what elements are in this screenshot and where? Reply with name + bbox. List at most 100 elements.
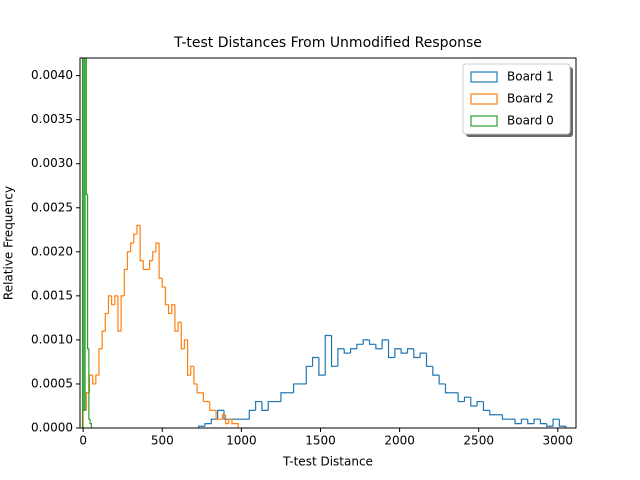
x-tick-label: 500 xyxy=(151,434,174,448)
histogram-step xyxy=(123,268,128,296)
x-axis-label: T-test Distance xyxy=(282,455,373,469)
histogram-step xyxy=(149,260,153,270)
histogram-step xyxy=(406,348,414,354)
histogram-step xyxy=(202,392,207,403)
histogram-step xyxy=(228,418,232,424)
histogram-step xyxy=(470,397,478,407)
histogram-step xyxy=(198,425,205,428)
y-tick-label: 0.0000 xyxy=(31,421,73,435)
histogram-step xyxy=(130,242,134,252)
axes-frame xyxy=(79,57,577,429)
histogram-step xyxy=(174,304,179,332)
histogram-step xyxy=(139,225,144,262)
histogram-step xyxy=(267,400,275,411)
legend-swatch xyxy=(470,93,498,105)
y-axis-label: Relative Frequency xyxy=(2,186,16,300)
histogram-step xyxy=(221,414,226,420)
histogram-step xyxy=(514,419,522,425)
histogram-step xyxy=(82,409,87,428)
histogram-step xyxy=(539,419,547,425)
histogram-step xyxy=(362,339,370,345)
histogram-step xyxy=(120,295,125,332)
x-tick-label: 1500 xyxy=(305,434,336,448)
histogram-step xyxy=(292,383,300,393)
histogram-step xyxy=(501,414,509,420)
y-tick-label: 0.0020 xyxy=(31,244,73,258)
x-tick-label: 3000 xyxy=(543,434,574,448)
x-tick-label: 0 xyxy=(79,434,87,448)
histogram-step xyxy=(111,295,115,306)
histogram-step xyxy=(95,374,99,384)
histogram-step xyxy=(177,321,182,332)
histogram-step xyxy=(546,423,554,427)
histogram-step xyxy=(83,58,86,411)
histogram-step xyxy=(476,400,484,406)
histogram-step xyxy=(171,304,175,314)
histogram-step xyxy=(324,334,332,376)
histogram-step xyxy=(217,409,224,420)
histogram-step xyxy=(318,357,326,376)
legend-label: Board 2 xyxy=(507,92,554,106)
histogram-step xyxy=(215,410,220,420)
histogram-step xyxy=(527,419,535,425)
histogram-step xyxy=(394,348,402,358)
histogram-step xyxy=(425,353,433,367)
legend-label: Board 1 xyxy=(507,70,554,84)
histogram-step xyxy=(92,375,96,385)
histogram-step xyxy=(463,396,471,402)
histogram-step xyxy=(204,422,212,427)
x-tick-label: 1000 xyxy=(226,434,257,448)
histogram-step xyxy=(400,348,408,354)
histogram-step xyxy=(311,356,319,367)
y-tick-label: 0.0010 xyxy=(31,332,73,346)
y-tick-label: 0.0025 xyxy=(31,200,73,214)
histogram-step xyxy=(381,339,389,349)
histogram-step xyxy=(196,383,201,394)
histogram-step xyxy=(438,375,446,385)
histogram-step xyxy=(84,58,86,411)
histogram-step xyxy=(280,392,288,402)
histogram-step xyxy=(387,339,395,359)
legend-swatch xyxy=(470,71,498,83)
histogram-step xyxy=(152,251,156,261)
histogram-step xyxy=(88,348,91,420)
histogram-step xyxy=(107,295,112,314)
y-tick-label: 0.0040 xyxy=(31,68,73,82)
histogram-step xyxy=(101,330,106,349)
histogram-step xyxy=(558,419,567,428)
histogram-step xyxy=(432,366,440,376)
histogram-step xyxy=(136,224,141,235)
y-tick-label: 0.0015 xyxy=(31,288,73,302)
legend-label: Board 0 xyxy=(507,114,554,128)
histogram-step xyxy=(235,422,239,428)
histogram-step xyxy=(142,260,147,271)
histogram-step xyxy=(356,343,364,349)
histogram-step xyxy=(368,339,376,345)
histogram-step xyxy=(117,295,122,332)
histogram-step xyxy=(489,410,497,416)
histogram-step xyxy=(482,401,490,411)
histogram-step xyxy=(89,419,92,428)
histogram-step xyxy=(126,251,131,270)
histogram-step xyxy=(193,366,198,385)
y-tick-label: 0.0035 xyxy=(31,112,73,126)
y-tick-label: 0.0005 xyxy=(31,376,73,390)
plot-area xyxy=(81,58,567,428)
histogram-step xyxy=(305,365,313,384)
histogram-step xyxy=(190,365,194,376)
histogram-step xyxy=(158,243,163,279)
legend-swatch xyxy=(470,115,498,127)
x-tick-label: 2500 xyxy=(463,434,494,448)
histogram-step xyxy=(375,344,383,350)
histogram-step xyxy=(533,418,541,424)
histogram-step xyxy=(248,409,256,420)
histogram-step xyxy=(419,352,427,358)
histogram-step xyxy=(98,348,103,376)
histogram-step xyxy=(231,419,236,425)
histogram-step xyxy=(337,348,345,367)
histogram-step xyxy=(255,400,262,411)
y-tick-label: 0.0030 xyxy=(31,156,73,170)
histogram-step xyxy=(520,418,528,424)
histogram-step xyxy=(413,348,421,359)
histogram-step xyxy=(186,339,191,376)
